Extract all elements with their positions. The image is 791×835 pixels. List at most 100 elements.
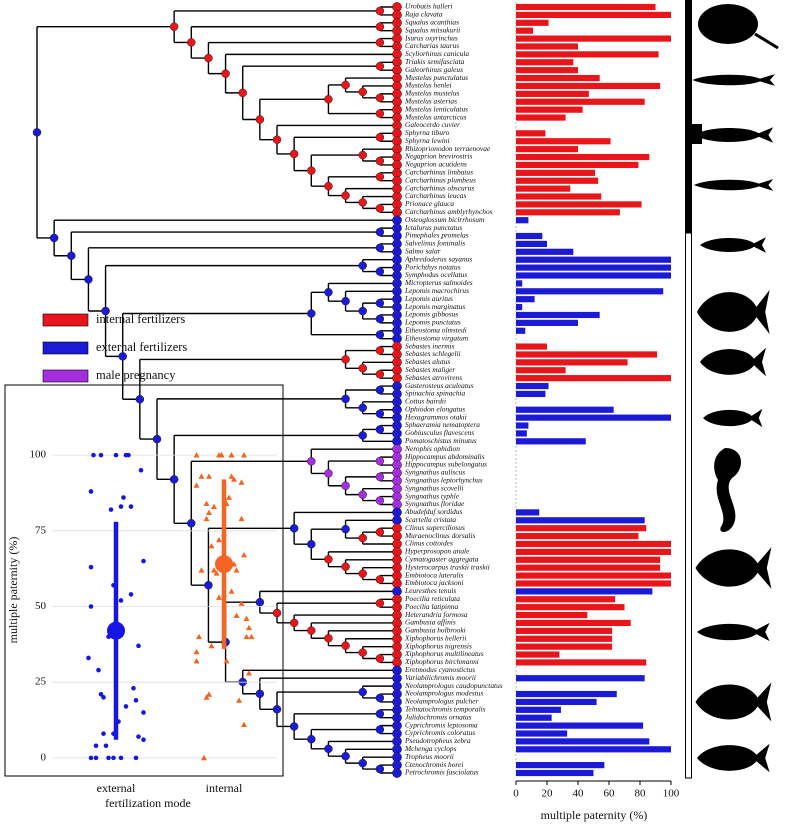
bar bbox=[516, 643, 613, 650]
species-label: Gambusia holbrooki bbox=[405, 626, 466, 635]
point bbox=[128, 592, 134, 597]
node bbox=[169, 475, 179, 484]
node bbox=[341, 562, 350, 571]
bar bbox=[516, 161, 639, 169]
node bbox=[187, 519, 196, 528]
bar bbox=[516, 532, 639, 540]
hammerhead-silhouette bbox=[694, 127, 774, 143]
point bbox=[228, 452, 235, 458]
bar bbox=[516, 367, 566, 374]
bar bbox=[516, 217, 529, 224]
species-label: Lepomis auritus bbox=[404, 294, 453, 303]
species-label: Embiotoca jacksoni bbox=[404, 578, 464, 587]
bar bbox=[516, 690, 617, 698]
point bbox=[198, 567, 205, 573]
node bbox=[358, 648, 367, 657]
species-label: Hysterocarpus traskii traskii bbox=[404, 562, 490, 571]
species-label: Mustelus mustelus bbox=[404, 89, 460, 98]
shark-silhouette bbox=[692, 74, 775, 86]
bar bbox=[516, 659, 647, 666]
species-label: Abudefduf sordidus bbox=[404, 507, 463, 516]
point bbox=[121, 495, 126, 500]
node bbox=[341, 80, 350, 90]
point bbox=[193, 482, 200, 488]
species-label: Clinus superciliosus bbox=[405, 523, 465, 532]
point bbox=[246, 670, 252, 676]
legend-label: male pregnancy bbox=[96, 368, 176, 382]
node bbox=[375, 456, 385, 466]
node bbox=[324, 181, 333, 191]
poecilid-silhouette bbox=[697, 622, 770, 642]
node bbox=[289, 524, 299, 533]
point bbox=[131, 685, 136, 691]
bar bbox=[516, 675, 645, 682]
species-label: Eretmodus cyanostictus bbox=[404, 665, 475, 674]
species-label: Hippocampus subelongatus bbox=[404, 460, 487, 469]
point bbox=[223, 657, 230, 664]
mean-point bbox=[215, 555, 233, 574]
bar bbox=[516, 619, 631, 627]
node bbox=[375, 527, 385, 537]
bar bbox=[516, 280, 523, 287]
point bbox=[138, 467, 144, 473]
bar bbox=[516, 525, 647, 532]
point bbox=[241, 452, 247, 458]
point bbox=[226, 494, 232, 500]
point bbox=[193, 452, 200, 458]
species-label: Carcharhinus obscurus bbox=[405, 183, 474, 192]
point bbox=[206, 691, 212, 697]
species-label: Nerophis ophidion bbox=[404, 444, 460, 453]
mean-point bbox=[107, 621, 125, 640]
node bbox=[255, 597, 265, 607]
point bbox=[123, 452, 129, 458]
node bbox=[358, 403, 367, 413]
bar bbox=[516, 177, 599, 184]
species-label: Poecilia latipinna bbox=[404, 602, 458, 611]
node bbox=[375, 61, 385, 71]
node bbox=[375, 172, 385, 182]
node bbox=[341, 641, 350, 650]
node bbox=[289, 618, 299, 628]
species-label: Micropterus salmoides bbox=[404, 278, 473, 287]
species-label: Spinachia spinachia bbox=[405, 389, 465, 398]
bar bbox=[516, 714, 552, 721]
point bbox=[246, 624, 252, 631]
point bbox=[193, 648, 200, 655]
bar bbox=[516, 611, 588, 619]
node bbox=[272, 608, 282, 618]
bar bbox=[516, 327, 526, 334]
bar bbox=[516, 201, 642, 208]
bar bbox=[516, 11, 671, 18]
point bbox=[111, 755, 116, 761]
point bbox=[238, 600, 245, 606]
species-label: Osteoglossum bicirrhosum bbox=[405, 215, 485, 224]
node bbox=[375, 709, 385, 719]
species-label: Sebastes alutus bbox=[405, 357, 450, 366]
point bbox=[213, 570, 220, 576]
point bbox=[198, 473, 205, 479]
species-label: Gasterosteus aculeatus bbox=[405, 381, 474, 390]
bar bbox=[516, 351, 658, 358]
bar bbox=[516, 209, 620, 216]
node bbox=[375, 6, 385, 16]
tip bbox=[392, 768, 402, 778]
node bbox=[307, 734, 316, 744]
bar bbox=[516, 232, 543, 240]
x-tick-label: 20 bbox=[542, 788, 554, 800]
node bbox=[341, 524, 350, 534]
node bbox=[255, 689, 265, 699]
point bbox=[233, 612, 240, 618]
node bbox=[375, 472, 385, 482]
bar bbox=[516, 193, 602, 200]
node bbox=[375, 369, 385, 379]
point bbox=[208, 642, 215, 649]
bar bbox=[516, 264, 671, 271]
node bbox=[152, 434, 162, 444]
node bbox=[375, 38, 385, 47]
species-label: Leuresthes tenuis bbox=[404, 586, 456, 595]
inset-y-label: multiple paternity (%) bbox=[6, 537, 20, 644]
point bbox=[201, 754, 207, 761]
bar bbox=[516, 762, 605, 769]
node bbox=[324, 95, 333, 104]
